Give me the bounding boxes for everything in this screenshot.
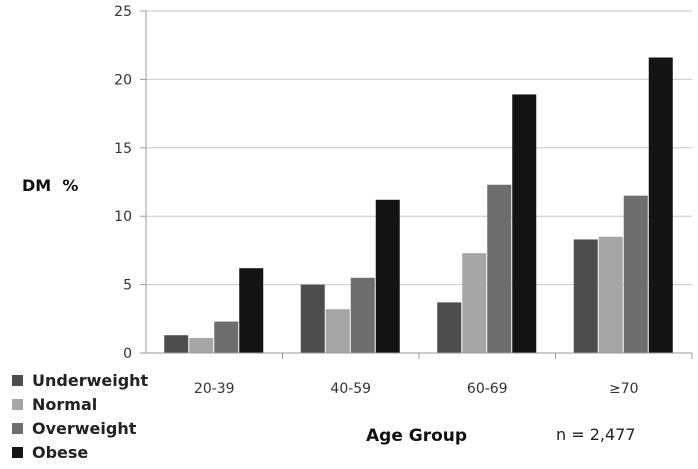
x-category-label: 60-69 [467, 381, 508, 397]
legend-swatch-overweight [12, 423, 23, 434]
bar-obese-3 [648, 57, 673, 354]
bar-obese-0 [239, 268, 264, 353]
legend-label-normal: Normal [32, 395, 97, 414]
x-category-label: 20-39 [194, 381, 235, 397]
y-axis-label: DM % [22, 176, 78, 195]
legend-swatch-obese [12, 447, 23, 458]
bar-obese-1 [375, 199, 400, 353]
y-tick-label: 0 [123, 346, 132, 362]
bar-overweight-3 [623, 195, 648, 353]
x-category-label: 40-59 [330, 381, 371, 397]
bar-underweight-2 [437, 302, 462, 353]
x-axis-categories: 20-39 40-59 60-69 ≥70 [194, 353, 693, 397]
legend: Underweight Normal Overweight Obese [12, 371, 149, 462]
bar-overweight-2 [487, 184, 512, 353]
bar-normal-3 [598, 236, 623, 353]
sample-size-note: n = 2,477 [556, 425, 636, 444]
x-category-label: ≥70 [609, 381, 639, 397]
legend-swatch-underweight [12, 375, 23, 386]
bar-normal-2 [462, 253, 487, 353]
legend-label-obese: Obese [32, 443, 88, 462]
bar-underweight-3 [573, 239, 598, 353]
y-tick-label: 5 [123, 278, 132, 294]
bar-obese-2 [512, 94, 537, 353]
bars [164, 57, 673, 354]
legend-label-underweight: Underweight [32, 371, 149, 390]
x-axis-label: Age Group [366, 426, 467, 446]
y-tick-label: 20 [114, 72, 132, 88]
y-tick-label: 15 [114, 141, 132, 157]
bar-underweight-1 [300, 284, 325, 353]
legend-label-overweight: Overweight [32, 419, 137, 438]
bar-overweight-1 [350, 277, 375, 353]
bar-normal-1 [325, 309, 350, 353]
y-axis-ticks: 0 5 10 15 20 25 [114, 4, 146, 362]
legend-swatch-normal [12, 399, 23, 410]
bar-normal-0 [189, 337, 214, 353]
bar-overweight-0 [214, 321, 239, 353]
bar-underweight-0 [164, 335, 189, 353]
y-tick-label: 25 [114, 4, 132, 20]
y-tick-label: 10 [114, 209, 132, 225]
